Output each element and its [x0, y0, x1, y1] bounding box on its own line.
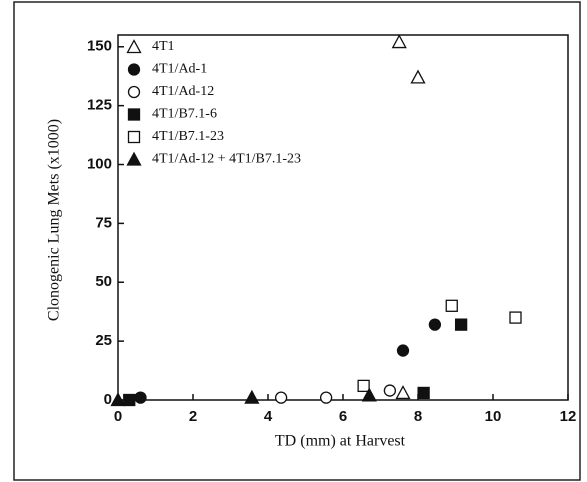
y-tick-label: 0	[104, 391, 112, 408]
marker-triangle	[244, 389, 260, 404]
page-frame	[13, 1, 581, 481]
marker-triangle	[126, 39, 142, 54]
legend-label: 4T1/Ad-1	[152, 62, 207, 77]
y-tick-label: 50	[95, 273, 112, 290]
y-tick-label: 25	[95, 332, 112, 349]
x-tick-label: 12	[560, 408, 577, 425]
marker-square	[127, 130, 141, 144]
x-axis-title: TD (mm) at Harvest	[275, 433, 406, 450]
marker-circle	[396, 344, 410, 357]
y-axis-title: Clonogenic Lung Mets (x1000)	[46, 119, 63, 321]
legend-label: 4T1/B7.1-23	[152, 129, 224, 144]
legend-label: 4T1/Ad-12 + 4T1/B7.1-23	[152, 152, 301, 167]
x-tick-label: 10	[485, 408, 502, 425]
marker-triangle	[110, 392, 126, 407]
marker-square	[454, 318, 468, 331]
marker-circle	[319, 391, 333, 404]
x-tick-label: 4	[264, 408, 273, 425]
x-tick-label: 2	[189, 408, 197, 425]
marker-circle	[127, 85, 141, 99]
legend-label: 4T1/Ad-12	[152, 84, 214, 99]
marker-circle	[383, 384, 397, 397]
y-tick-label: 100	[87, 155, 112, 172]
marker-square	[123, 393, 136, 407]
marker-square	[357, 379, 370, 393]
legend-label: 4T1/B7.1-6	[152, 107, 217, 122]
marker-triangle	[391, 34, 407, 49]
marker-square	[417, 386, 430, 400]
x-tick-label: 6	[339, 408, 347, 425]
y-tick-label: 75	[95, 214, 112, 231]
marker-circle	[127, 63, 141, 76]
marker-circle	[274, 391, 288, 404]
marker-triangle	[395, 385, 411, 400]
marker-triangle	[410, 69, 426, 84]
y-tick-label: 125	[87, 97, 112, 114]
marker-triangle	[361, 387, 377, 402]
x-tick-label: 0	[114, 408, 122, 425]
marker-circle	[428, 318, 442, 331]
y-tick-label: 150	[87, 38, 112, 55]
marker-square	[509, 311, 522, 324]
marker-square	[127, 108, 141, 121]
legend-label: 4T1	[152, 39, 175, 54]
marker-square	[445, 299, 458, 312]
marker-triangle	[126, 151, 142, 166]
x-tick-label: 8	[414, 408, 422, 425]
marker-circle	[134, 391, 147, 404]
